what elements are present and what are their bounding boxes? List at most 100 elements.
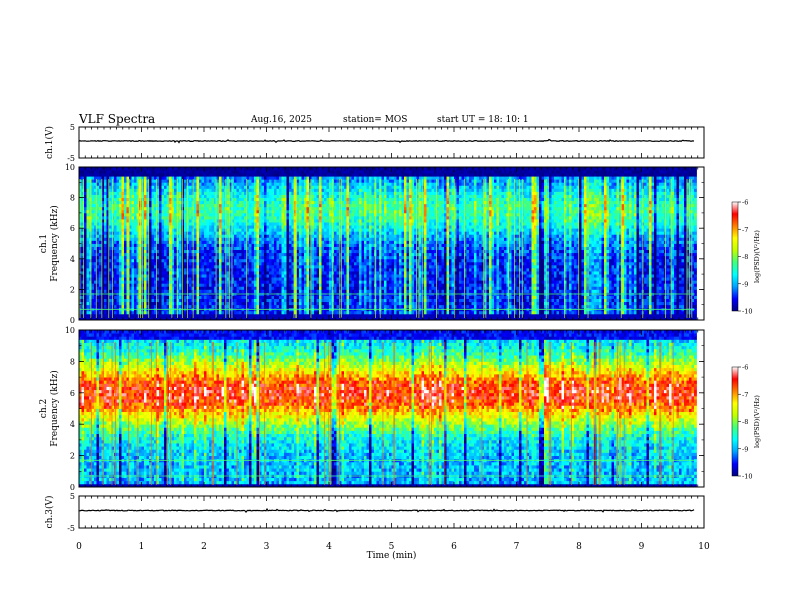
heatmap-cell [131,304,135,309]
heatmap-cell [264,191,267,195]
heatmap-cell [304,264,307,269]
heatmap-cell [236,255,240,260]
heatmap-cell [231,313,235,318]
heatmap-cell [179,313,182,318]
heatmap-cell [176,237,180,241]
heatmap-cell [214,246,217,251]
heatmap-cell [146,252,150,257]
heatmap-cell [229,264,232,269]
heatmap-cell [246,286,250,290]
heatmap-cell [266,222,270,226]
heatmap-cell [246,295,250,299]
heatmap-cell [104,289,107,293]
heatmap-cell [164,209,167,214]
heatmap-cell [114,252,117,257]
heatmap-cell [254,237,257,241]
heatmap-cell [101,200,105,205]
heatmap-cell [286,261,290,266]
heatmap-cell [246,200,250,205]
heatmap-cell [229,289,232,293]
heatmap-cell [256,289,260,293]
heatmap-cell [159,182,162,186]
heatmap-cell [259,173,262,177]
heatmap-cell [94,271,97,275]
heatmap-cell [194,173,197,177]
heatmap-cell [209,197,212,202]
heatmap-cell [209,194,212,198]
heatmap-cell [124,267,127,272]
heatmap-cell [314,264,317,269]
heatmap-cell [254,209,257,214]
heatmap-cell [266,237,270,241]
heatmap-cells [79,167,697,321]
heatmap-cell [251,234,255,238]
heatmap-cell [169,185,172,189]
heatmap-cell [99,249,102,254]
heatmap-cell [246,261,250,266]
heatmap-cell [244,246,247,251]
heatmap-cell [109,258,112,263]
heatmap-cell [121,280,125,284]
heatmap-cell [229,231,232,235]
heatmap-cell [211,179,215,183]
heatmap-cell [194,225,197,229]
heatmap-cell [114,231,117,235]
heatmap-cell [266,185,270,189]
heatmap-cell [199,197,202,202]
heatmap-cell [84,252,87,257]
heatmap-cell [159,170,162,174]
heatmap-cell [86,283,90,287]
heatmap-cell [284,237,287,241]
heatmap-cell [271,176,275,180]
heatmap-cell [161,212,165,217]
heatmap-cell [166,271,170,275]
heatmap-cell [286,304,290,309]
heatmap-cell [164,212,167,217]
heatmap-cell [291,249,295,254]
heatmap-cell [189,234,192,238]
heatmap-cell [184,298,187,303]
heatmap-cell [259,283,262,287]
heatmap-cell [306,252,310,257]
heatmap-cell [174,280,177,284]
heatmap-cell [281,209,285,214]
heatmap-cell [204,243,207,247]
heatmap-cell [194,310,197,315]
heatmap-cell [281,280,285,284]
heatmap-cell [81,252,85,257]
heatmap-cell [96,283,100,287]
heatmap-cell [209,234,212,238]
heatmap-cell [84,185,87,189]
heatmap-cell [274,222,277,226]
heatmap-cell [186,173,190,177]
heatmap-cell [214,264,217,269]
heatmap-cell [289,212,292,217]
heatmap-cell [239,194,242,198]
heatmap-cell [281,167,285,171]
heatmap-cell [251,200,255,205]
heatmap-cell [259,215,262,220]
heatmap-cell [301,200,305,205]
heatmap-cell [231,234,235,238]
heatmap-cell [279,170,282,174]
heatmap-cell [201,316,205,321]
heatmap-cell [159,258,162,263]
heatmap-cell [289,215,292,220]
heatmap-cell [166,228,170,232]
heatmap-cell [299,249,302,254]
heatmap-cell [171,209,175,214]
heatmap-cell [211,197,215,202]
heatmap-cell [286,310,290,315]
heatmap-cell [274,167,277,171]
heatmap-cell [184,182,187,186]
heatmap-cell [234,194,237,198]
heatmap-cell [309,179,312,183]
heatmap-cell [246,231,250,235]
heatmap-cell [164,280,167,284]
heatmap-cell [86,209,90,214]
heatmap-cell [199,203,202,208]
heatmap-cell [206,206,210,211]
heatmap-cell [259,310,262,315]
heatmap-cell [101,295,105,299]
heatmap-cell [144,289,147,293]
